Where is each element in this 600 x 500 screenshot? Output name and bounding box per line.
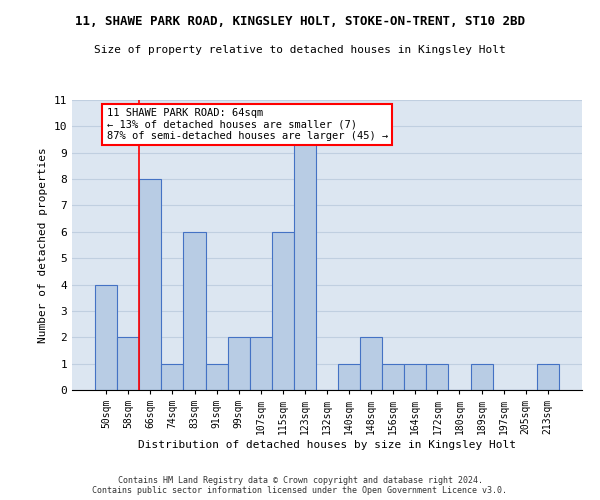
- Bar: [427, 364, 448, 390]
- Bar: [184, 232, 206, 390]
- Bar: [227, 338, 250, 390]
- Bar: [117, 338, 139, 390]
- Bar: [338, 364, 360, 390]
- Bar: [382, 364, 404, 390]
- Bar: [294, 126, 316, 390]
- Y-axis label: Number of detached properties: Number of detached properties: [38, 147, 48, 343]
- Bar: [470, 364, 493, 390]
- Bar: [139, 179, 161, 390]
- Text: Contains HM Land Registry data © Crown copyright and database right 2024.
Contai: Contains HM Land Registry data © Crown c…: [92, 476, 508, 495]
- Text: Size of property relative to detached houses in Kingsley Holt: Size of property relative to detached ho…: [94, 45, 506, 55]
- X-axis label: Distribution of detached houses by size in Kingsley Holt: Distribution of detached houses by size …: [138, 440, 516, 450]
- Bar: [161, 364, 184, 390]
- Bar: [404, 364, 427, 390]
- Bar: [272, 232, 294, 390]
- Text: 11 SHAWE PARK ROAD: 64sqm
← 13% of detached houses are smaller (7)
87% of semi-d: 11 SHAWE PARK ROAD: 64sqm ← 13% of detac…: [107, 108, 388, 141]
- Bar: [250, 338, 272, 390]
- Bar: [95, 284, 117, 390]
- Bar: [360, 338, 382, 390]
- Text: 11, SHAWE PARK ROAD, KINGSLEY HOLT, STOKE-ON-TRENT, ST10 2BD: 11, SHAWE PARK ROAD, KINGSLEY HOLT, STOK…: [75, 15, 525, 28]
- Bar: [537, 364, 559, 390]
- Bar: [206, 364, 227, 390]
